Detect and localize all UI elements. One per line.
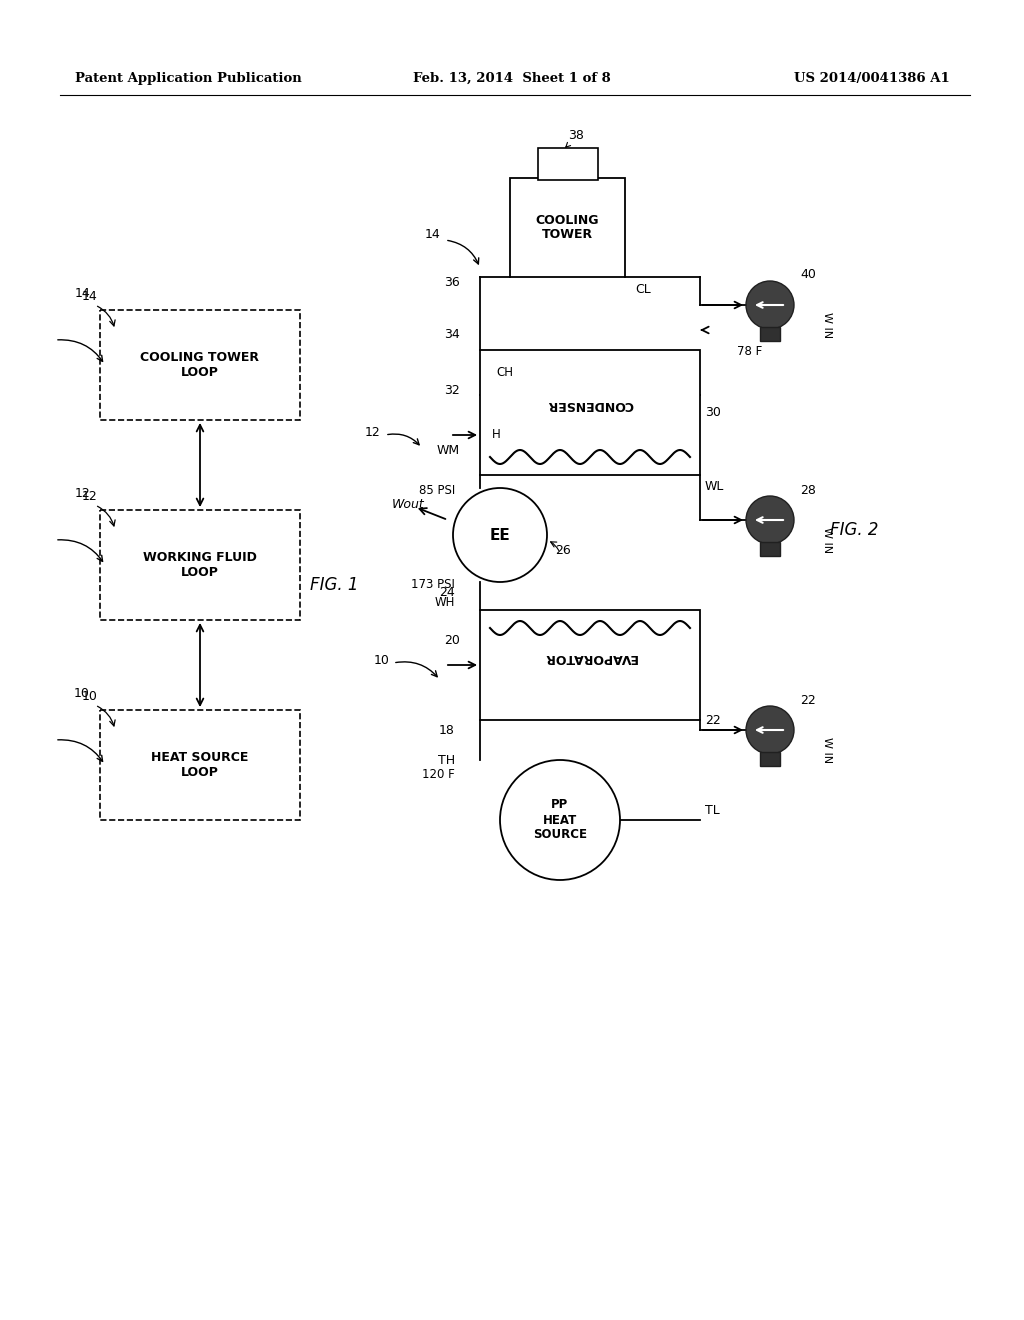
Text: 28: 28 (800, 483, 816, 496)
Text: 120 F: 120 F (422, 768, 455, 781)
Text: 12: 12 (82, 491, 97, 503)
Text: EE: EE (489, 528, 510, 543)
Circle shape (746, 281, 794, 329)
Text: 18: 18 (439, 723, 455, 737)
Circle shape (453, 488, 547, 582)
Text: 36: 36 (444, 276, 460, 289)
Text: TL: TL (705, 804, 720, 817)
Text: 14: 14 (82, 290, 97, 304)
Text: 14: 14 (75, 286, 90, 300)
Text: 34: 34 (444, 329, 460, 342)
Bar (538, 148, 598, 180)
Text: COOLING TOWER
LOOP: COOLING TOWER LOOP (140, 351, 259, 379)
Text: EVAPORATOR: EVAPORATOR (543, 651, 637, 664)
Text: WH: WH (434, 597, 455, 610)
Text: US 2014/0041386 A1: US 2014/0041386 A1 (795, 73, 950, 84)
Text: TH: TH (438, 754, 455, 767)
Text: Feb. 13, 2014  Sheet 1 of 8: Feb. 13, 2014 Sheet 1 of 8 (413, 73, 611, 84)
Text: 12: 12 (365, 425, 380, 438)
Bar (510, 178, 625, 277)
Text: WM: WM (437, 444, 460, 457)
Text: PP
HEAT
SOURCE: PP HEAT SOURCE (534, 799, 587, 842)
Text: 22: 22 (705, 714, 721, 726)
Text: FIG. 1: FIG. 1 (310, 576, 358, 594)
Text: 78 F: 78 F (737, 345, 763, 358)
Circle shape (746, 706, 794, 754)
Text: 12: 12 (75, 487, 90, 500)
Text: 20: 20 (444, 634, 460, 647)
Text: W IN: W IN (822, 312, 831, 338)
Text: Patent Application Publication: Patent Application Publication (75, 73, 302, 84)
Bar (100, 710, 300, 820)
Text: CONDENSER: CONDENSER (547, 399, 633, 411)
Text: WORKING FLUID
LOOP: WORKING FLUID LOOP (143, 550, 257, 579)
Text: HEAT SOURCE
LOOP: HEAT SOURCE LOOP (152, 751, 249, 779)
Text: CL: CL (635, 282, 650, 296)
Bar (480, 350, 700, 475)
Text: 173 PSI: 173 PSI (411, 578, 455, 591)
Text: 24: 24 (439, 586, 455, 598)
Bar (760, 752, 780, 766)
Text: 85 PSI: 85 PSI (419, 483, 455, 496)
Text: Wout: Wout (391, 499, 424, 511)
Text: CH: CH (496, 366, 513, 379)
Text: COOLING
TOWER: COOLING TOWER (536, 214, 599, 242)
Circle shape (500, 760, 620, 880)
Text: W IN: W IN (822, 527, 831, 553)
Text: W IN: W IN (822, 737, 831, 763)
Text: FIG. 2: FIG. 2 (830, 521, 879, 539)
Text: 32: 32 (444, 384, 460, 396)
Bar (100, 310, 300, 420)
Bar (100, 510, 300, 620)
Text: 22: 22 (800, 693, 816, 706)
Text: 16: 16 (565, 788, 581, 801)
Text: WL: WL (705, 480, 724, 492)
Text: 40: 40 (800, 268, 816, 281)
Text: 26: 26 (555, 544, 570, 557)
Text: 10: 10 (374, 653, 390, 667)
Text: 10: 10 (82, 690, 98, 704)
Circle shape (746, 496, 794, 544)
Text: 38: 38 (568, 129, 584, 143)
Text: 14: 14 (424, 228, 440, 242)
Bar (760, 543, 780, 556)
Text: 30: 30 (705, 407, 721, 418)
Text: H: H (492, 429, 501, 441)
Bar (760, 327, 780, 341)
Bar (480, 610, 700, 719)
Text: 10: 10 (74, 686, 90, 700)
